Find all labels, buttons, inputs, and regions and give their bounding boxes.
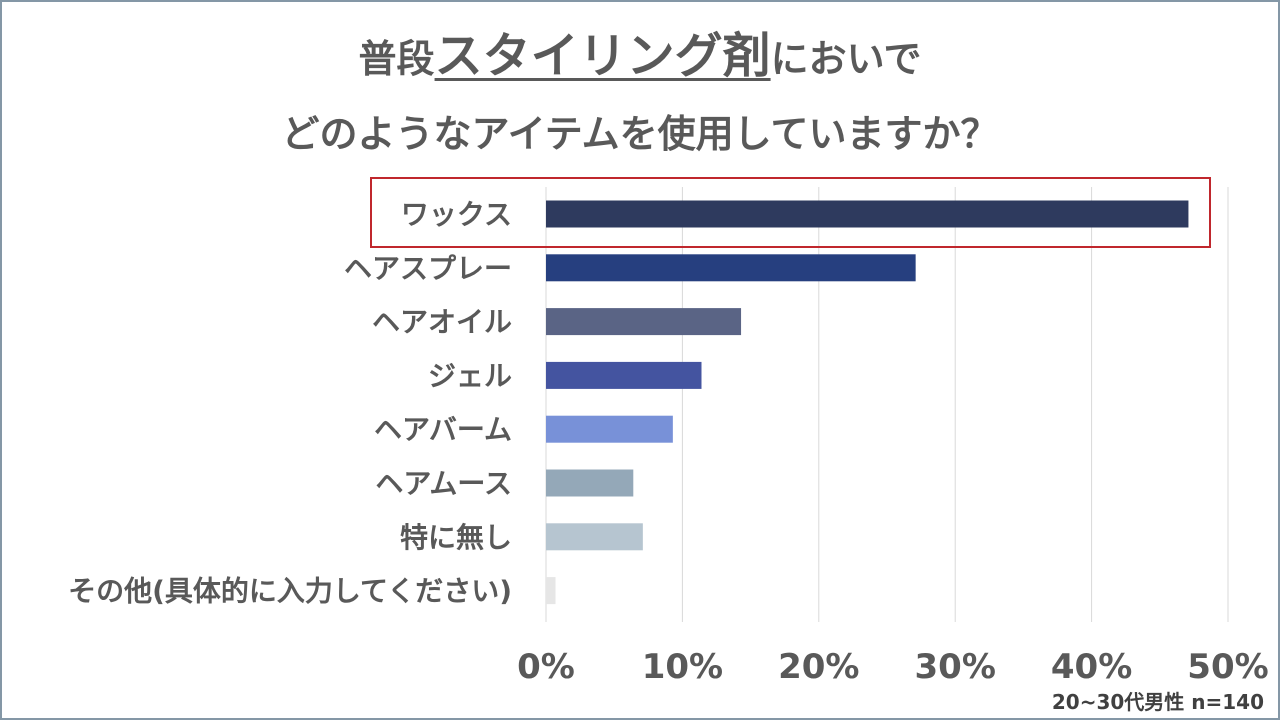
chart-title-line-2: どのようなアイテムを使用していますか？ [281, 112, 999, 156]
category-label: その他(具体的に入力してください) [68, 575, 512, 608]
x-tick-label: 10% [642, 647, 723, 687]
bar [546, 361, 702, 389]
category-label: 特に無し [400, 521, 512, 554]
category-label: ヘアバーム [374, 413, 512, 446]
bar [546, 415, 673, 443]
x-tick-label: 50% [1187, 647, 1268, 687]
chart-title-line-1: 普段スタイリング剤においで [0, 24, 1280, 88]
bar [546, 308, 742, 336]
x-tick-label: 40% [1051, 647, 1132, 687]
sample-note: 20~30代男性 n=140 [1051, 690, 1264, 714]
highlight-box [370, 177, 1211, 248]
category-label: ヘアオイル [372, 306, 512, 339]
title-emphasis: スタイリング剤 [434, 28, 771, 84]
category-label: ワックス [401, 198, 512, 231]
category-label: ヘアスプレー [344, 252, 512, 285]
category-label: ヘアムース [375, 467, 512, 500]
bar [546, 254, 916, 282]
title-suffix: においで [770, 37, 922, 81]
x-tick-label: 30% [915, 647, 996, 687]
bar [546, 200, 1189, 228]
x-tick-label: 20% [778, 647, 859, 687]
bar [546, 469, 634, 497]
x-tick-label: 0% [517, 647, 575, 687]
title-prefix: 普段 [358, 37, 435, 81]
bar [546, 577, 556, 605]
category-label: ジェル [428, 359, 512, 392]
bar [546, 523, 643, 551]
